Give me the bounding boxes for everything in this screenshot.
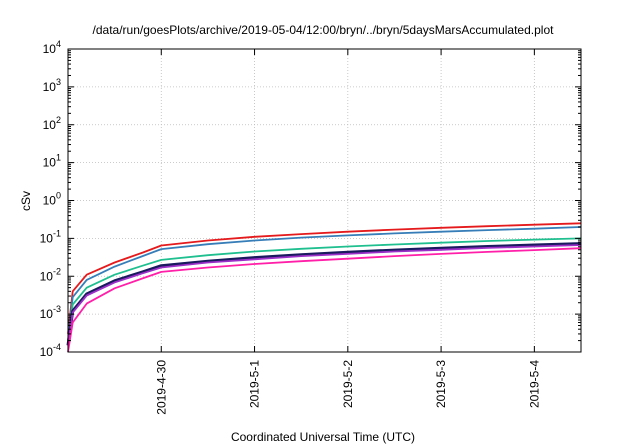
y-tick-label: 10-2 [40, 266, 61, 283]
plot-frame [67, 48, 582, 353]
y-tick-label: 10-4 [40, 342, 61, 359]
series-line [67, 244, 582, 346]
series-line [67, 222, 582, 334]
x-tick-label: 2019-5-1 [248, 360, 262, 408]
y-tick-label: 104 [43, 39, 61, 56]
y-tick-label: 101 [43, 153, 61, 170]
x-axis: 2019-4-30 2019-5-1 2019-5-2 2019-5-3 2019-5-… [154, 49, 541, 415]
series-line [67, 226, 582, 341]
y-tick-label: 103 [43, 77, 61, 94]
series-lines [66, 222, 582, 353]
y-tick-label: 10-1 [40, 228, 61, 245]
y-tick-label: 102 [43, 115, 61, 132]
grid [68, 49, 581, 352]
y-tick-label: 100 [43, 191, 61, 208]
y-axis-label: cSv [19, 191, 33, 211]
x-tick-label: 2019-4-30 [154, 360, 168, 415]
series-line [66, 242, 582, 346]
x-tick-label: 2019-5-4 [527, 360, 541, 408]
y-tick-label: 10-3 [40, 304, 61, 321]
y-axis: 10-4 10-3 10-2 10-1 100 101 102 103 104 [40, 39, 581, 359]
x-tick-label: 2019-5-2 [341, 360, 355, 408]
series-line [67, 237, 582, 341]
chart-title: /data/run/goesPlots/archive/2019-05-04/1… [93, 23, 555, 37]
x-tick-label: 2019-5-3 [434, 360, 448, 408]
x-axis-label: Coordinated Universal Time (UTC) [231, 430, 415, 444]
series-line [67, 247, 582, 353]
